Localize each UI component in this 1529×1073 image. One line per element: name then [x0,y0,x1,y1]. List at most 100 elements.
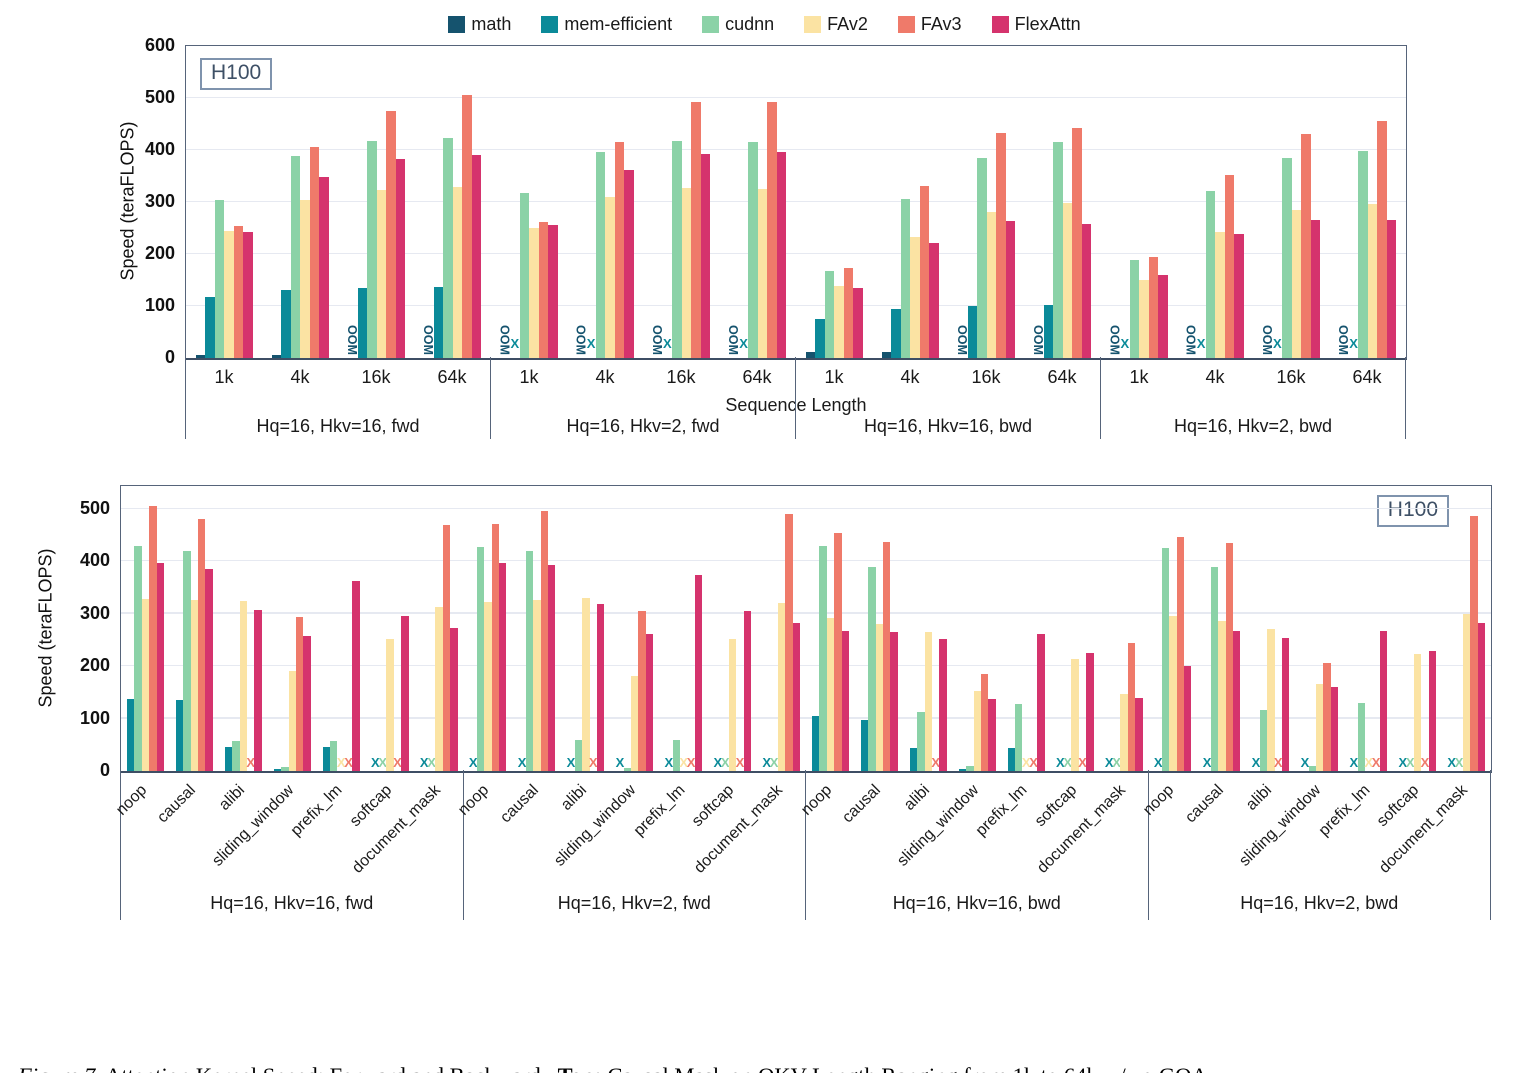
top-bar-FAv2 [757,189,768,358]
bottom-bar-FAv2 [141,599,150,771]
top-bar-cudnn [824,270,835,358]
bottom-y-axis-title: Speed (teraFLOPS) [35,547,56,708]
category-label: prefix_lm [972,781,1031,840]
top-bar-FlexAttn [1386,219,1397,358]
category-label: prefix_lm [287,781,346,840]
bottom-bar-FlexAttn [694,575,703,771]
top-bar-FAv3 [996,133,1006,358]
top-bar-FAv3 [1377,121,1387,358]
category-label: softcap [1031,781,1080,831]
bottom-bar-FAv3 [980,673,989,771]
bottom-bar-FlexAttn [645,633,654,771]
top-bar-FAv3 [538,221,549,358]
top-bar-FAv2 [834,286,844,358]
top-bar-FAv3 [1301,133,1311,358]
bottom-bar-FAv3 [1127,643,1136,771]
top-bar-FlexAttn [243,231,253,358]
bottom-bar-FAv3 [491,523,500,771]
legend-swatch [897,16,915,33]
category-label: causal [154,781,200,827]
top-bar-FlexAttn [319,176,329,358]
gridline [186,96,1406,98]
bottom-bar-FlexAttn [1281,637,1290,771]
y-tick-label: 0 [164,347,175,367]
y-tick-label: 500 [79,498,110,518]
y-tick-label: 300 [79,602,110,623]
top-bar-FAv2 [681,187,692,358]
top-bar-cudnn [977,157,987,358]
category-label: softcap [1373,781,1423,831]
x-tick-label: 64k [742,367,772,387]
bottom-bar-FlexAttn [450,627,458,771]
top-bar-FAv2 [376,190,387,358]
bottom-bar-FAv2 [1071,658,1079,771]
category-label: alibi [900,781,933,814]
top-bar-FAv3 [691,102,701,358]
gridline [186,148,1406,150]
x-marker: X [1300,755,1310,770]
bottom-bar-FAv3 [638,610,646,771]
top-bar-math [881,351,892,358]
x-marker: X [720,755,730,770]
x-marker: X [1112,755,1121,770]
bottom-bar-FAv2 [582,598,590,771]
bottom-bar-FAv3 [1225,542,1233,771]
y-tick-label: 0 [99,760,110,780]
legend-item: math [448,14,511,35]
y-tick-label: 200 [79,655,110,676]
x-tick-label: 1k [519,367,539,387]
legend-swatch [804,16,822,33]
oom-marker: OOM [1107,325,1122,355]
top-bar-math [195,355,206,358]
top-bar-FlexAttn [395,158,406,358]
bottom-bar-FAv2 [239,600,247,771]
x-tick-label: 4k [595,367,615,387]
bottom-bar-FlexAttn [1330,686,1339,771]
x-marker: X [370,755,380,770]
bottom-bar-cudnn [525,550,534,771]
x-marker: X [566,755,576,770]
top-bar-FAv3 [1072,128,1082,358]
x-marker: X [1196,336,1206,351]
y-tick-label: 500 [144,87,175,107]
bottom-bar-FlexAttn [1477,622,1486,771]
caption-text-2: Causal Mask on QKV Length Ranging from 1… [602,1063,1214,1073]
top-bar-mem-efficient [433,286,444,358]
top-bar-FAv2 [452,186,463,358]
x-tick-row: 1k 4k 16k 64k [186,367,490,388]
x-marker: X [1055,755,1065,770]
category-label: document_mask [691,781,787,877]
top-bar-FAv3 [1148,256,1159,358]
x-tick-label: 4k [290,367,310,387]
group-label: Hq=16, Hkv=16, bwd [892,893,1061,913]
bottom-bar-FAv2 [533,599,541,771]
bottom-bar-mem-efficient [126,698,135,771]
gridline [121,664,1491,667]
bottom-bar-FAv2 [777,603,786,771]
group-label: Hq=16, Hkv=16, bwd [863,416,1033,436]
y-tick-label: 400 [79,550,110,571]
top-bar-FAv3 [386,111,396,358]
top-bar-FAv2 [1139,280,1149,358]
oom-marker: OOM [573,325,588,355]
bottom-bar-cudnn [623,768,632,771]
y-tick-label: 300 [144,191,175,211]
legend-label: FAv2 [827,14,868,34]
legend-label: mem-efficient [564,14,673,34]
top-bar-cudnn [443,137,453,358]
x-tick-label: 1k [1129,367,1149,387]
bottom-bar-FAv2 [1462,614,1471,771]
bottom-bar-FAv2 [826,618,835,771]
bottom-h100-badge: H100 [1376,495,1449,527]
bottom-x-axis-table: noop causal alibi sliding_window prefix_lm so… [113,770,1491,920]
top-bar-FAv2 [910,236,920,358]
top-bar-FAv3 [309,146,320,358]
bottom-bar-FAv2 [1413,654,1422,771]
x-marker: X [1104,755,1114,770]
x-marker: X [517,755,527,770]
x-marker: X [735,755,745,770]
bottom-bar-mem-efficient [1007,747,1016,771]
axis-group: noop causal alibi sliding_window prefix_lm so… [1140,770,1491,920]
top-bar-FAv2 [300,199,310,358]
